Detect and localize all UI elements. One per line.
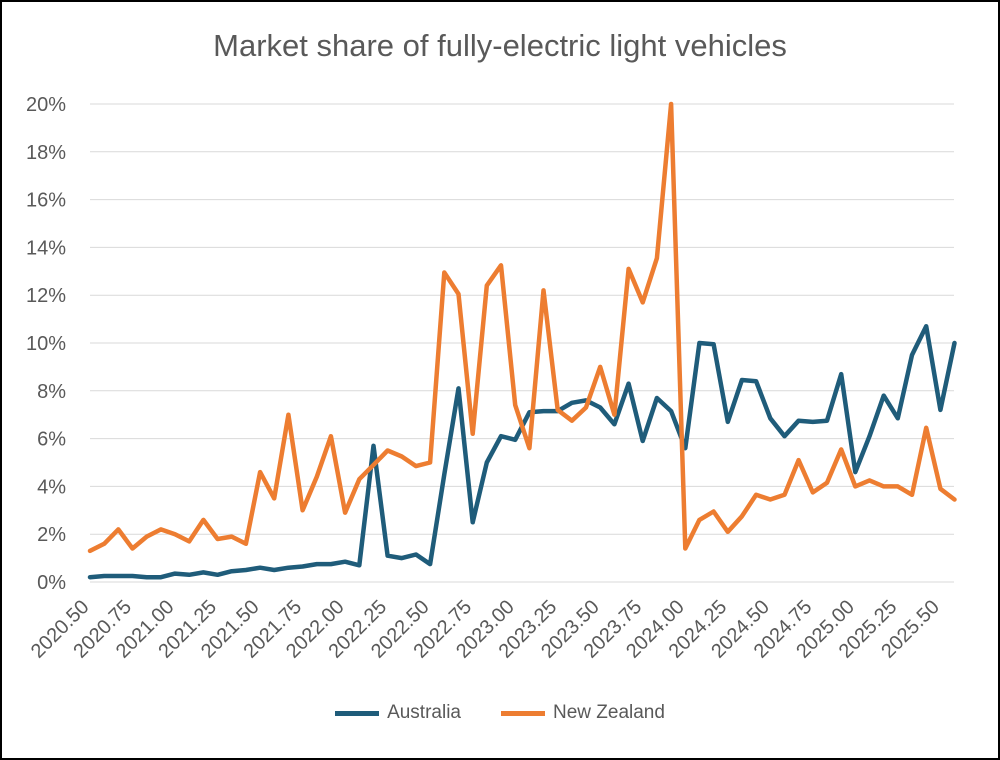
legend-item-australia: Australia: [335, 702, 461, 724]
legend-swatch-australia: [335, 710, 380, 716]
y-tick-label: 2%: [37, 524, 66, 546]
legend: Australia New Zealand: [2, 702, 998, 724]
y-tick-label: 16%: [26, 190, 66, 212]
y-axis-ticks: 0% 2% 4% 6% 8% 10% 12% 14% 16% 18% 20%: [26, 94, 66, 594]
series-line-new-zealand: [87, 101, 957, 554]
y-tick-label: 12%: [26, 285, 66, 307]
series-lines: [87, 101, 957, 580]
chart-title: Market share of fully-electric light veh…: [213, 28, 787, 63]
y-tick-label: 10%: [26, 333, 66, 355]
y-tick-label: 4%: [37, 476, 66, 498]
legend-swatch-new-zealand: [500, 710, 545, 716]
legend-label-australia: Australia: [387, 702, 461, 723]
y-tick-label: 6%: [37, 429, 66, 451]
y-tick-label: 20%: [26, 94, 66, 116]
y-tick-label: 18%: [26, 142, 66, 164]
legend-item-new-zealand: New Zealand: [500, 702, 665, 724]
x-axis-ticks: 2020.502020.752021.002021.252021.502021.…: [27, 596, 944, 663]
gridlines: [90, 103, 954, 583]
legend-label-new-zealand: New Zealand: [552, 702, 665, 723]
y-tick-label: 14%: [26, 237, 66, 259]
y-tick-label: 8%: [37, 381, 66, 403]
y-tick-label: 0%: [37, 572, 66, 594]
